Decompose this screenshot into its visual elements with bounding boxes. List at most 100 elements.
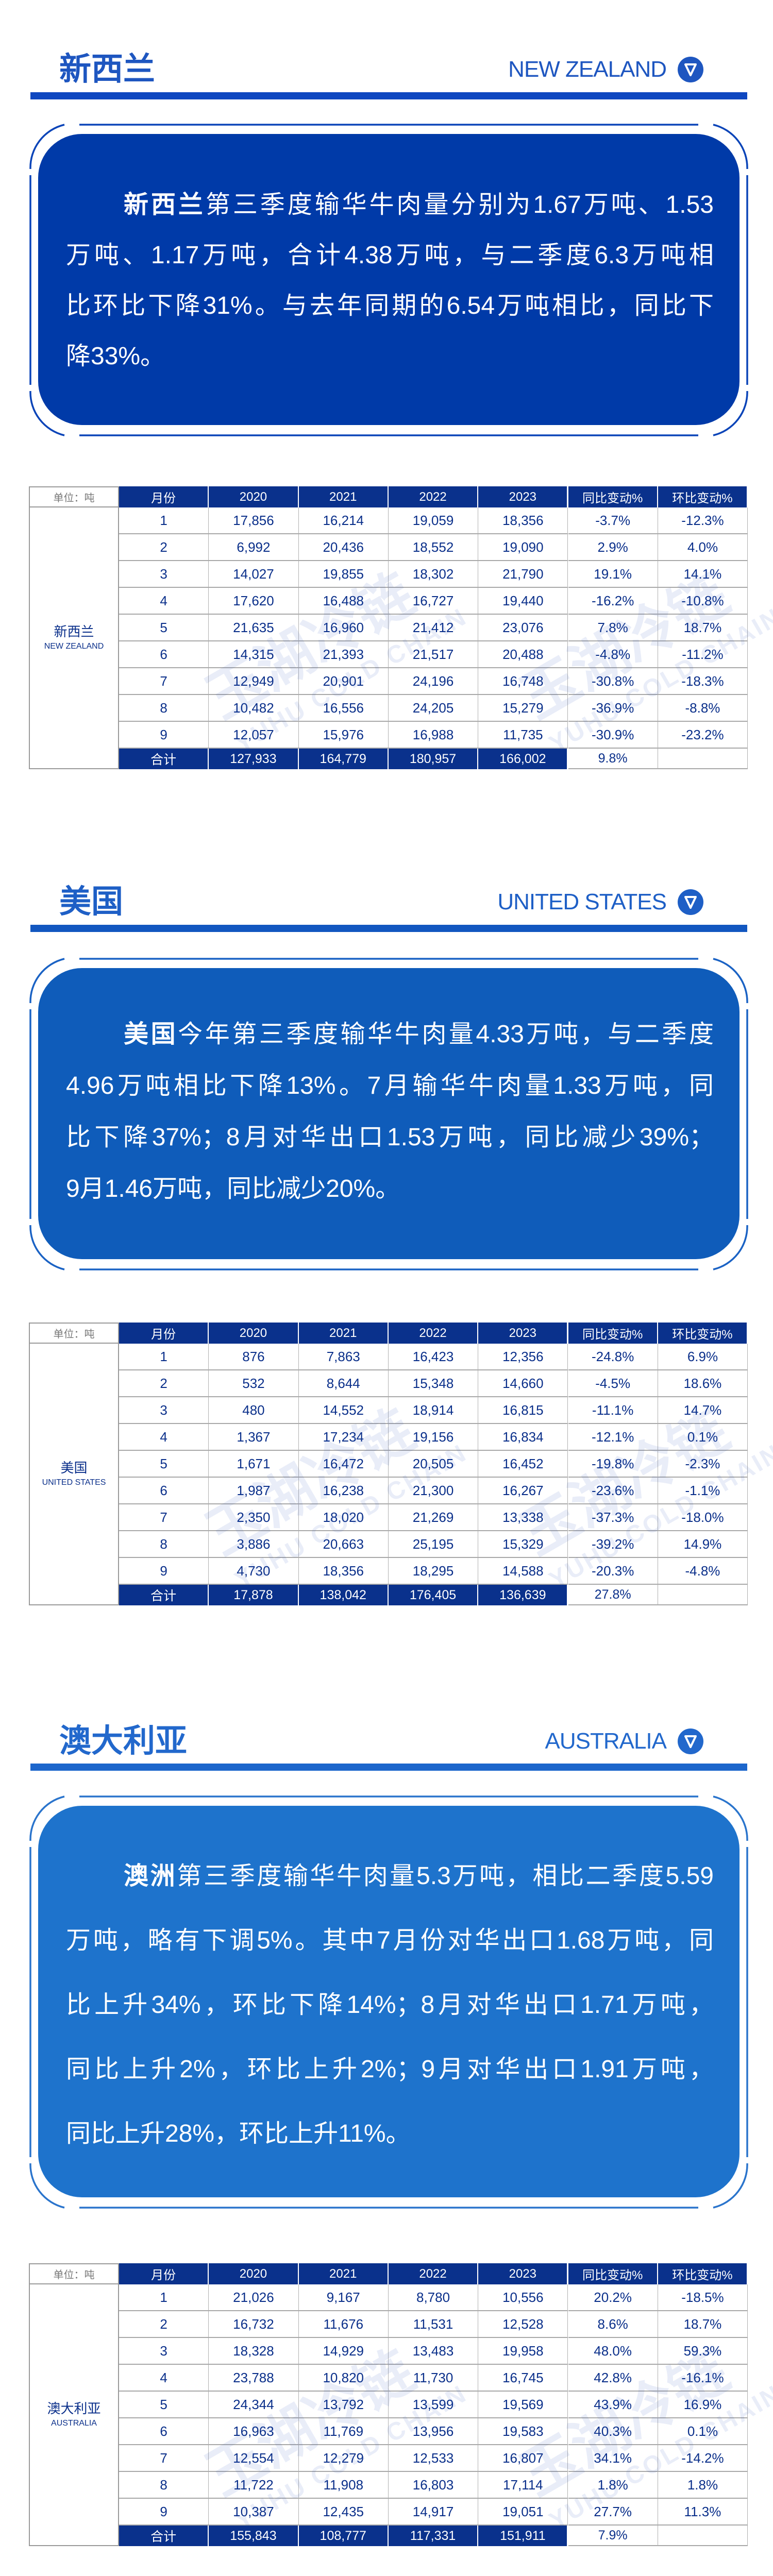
table-cell: 10,820 [298, 2365, 389, 2392]
table-cell: 12,356 [478, 1344, 568, 1370]
summary-line: 比环比下降31%。与去年同期的6.54万吨相比，同比下 [66, 281, 714, 331]
total-cell: 117,331 [388, 2526, 479, 2546]
table-cell: 16,732 [209, 2311, 299, 2338]
chevron-down-circle-icon [678, 57, 703, 82]
summary-text: 第三季度输华牛肉量分别为1.67万吨、1.53 [205, 191, 714, 218]
table-cell: 20,436 [298, 534, 389, 561]
table-cell: 12,554 [209, 2445, 299, 2472]
table-cell: 7 [119, 1504, 209, 1531]
column-header: 2023 [478, 2263, 568, 2284]
total-cell: 127,933 [209, 749, 299, 769]
table-cell: 15,329 [478, 1531, 568, 1558]
column-header: 月份 [119, 2263, 209, 2284]
table-cell: 4,730 [209, 1558, 299, 1585]
table-cell: 19,051 [478, 2499, 568, 2526]
table-cell: 21,393 [298, 641, 389, 668]
table-cell: 14,588 [478, 1558, 568, 1585]
table-cell: 6.9% [658, 1344, 748, 1370]
table-cell: 21,635 [209, 615, 299, 641]
table-cell: 17,234 [298, 1424, 389, 1451]
summary-text: 4.96万吨相比下降13%。7月输华牛肉量1.33万吨，同 [66, 1072, 714, 1099]
summary-box [38, 1806, 740, 2197]
table-cell: 19,569 [478, 2392, 568, 2418]
total-cell: 155,843 [209, 2526, 299, 2546]
table-cell: 16.9% [658, 2392, 748, 2418]
summary-text: 9月1.46万吨，同比减少20%。 [66, 1175, 400, 1202]
summary-line: 同比上升2%，环比上升2%；9月对华出口1.91万吨， [66, 2037, 714, 2102]
table-cell: -4.5% [568, 1370, 658, 1397]
summary-line: 澳洲第三季度输华牛肉量5.3万吨，相比二季度5.59 [66, 1844, 714, 1908]
table-cell: 16,745 [478, 2365, 568, 2392]
table-cell: 24,344 [209, 2392, 299, 2418]
section-divider [30, 92, 747, 99]
table-cell: 16,807 [478, 2445, 568, 2472]
table-cell: -20.3% [568, 1558, 658, 1585]
summary-lead: 新西兰 [124, 191, 206, 218]
table-cell: 20,663 [298, 1531, 389, 1558]
table-cell: 16,834 [478, 1424, 568, 1451]
table-cell: 8 [119, 1531, 209, 1558]
column-header: 2022 [388, 486, 479, 507]
table-cell: -16.1% [658, 2365, 748, 2392]
table-cell: 20,505 [388, 1451, 479, 1478]
summary-text: 比环比下降31%。与去年同期的6.54万吨相比，同比下 [66, 292, 714, 319]
table-cell: 21,300 [388, 1478, 479, 1504]
table-cell: 16,963 [209, 2418, 299, 2445]
table-cell: 18,328 [209, 2338, 299, 2365]
table-cell: 1,367 [209, 1424, 299, 1451]
table-cell: 11,735 [478, 722, 568, 749]
table-cell: -4.8% [658, 1558, 748, 1585]
table-cell: -11.2% [658, 641, 748, 668]
summary-line: 美国今年第三季度输华牛肉量4.33万吨，与二季度 [66, 1009, 714, 1060]
table-cell: 19,156 [388, 1424, 479, 1451]
table-cell: 12,279 [298, 2445, 389, 2472]
total-cell: 180,957 [388, 749, 479, 769]
country-label: 澳大利亚 AUSTRALIA [29, 2284, 119, 2546]
summary-line: 4.96万吨相比下降13%。7月输华牛肉量1.33万吨，同 [66, 1060, 714, 1112]
summary-lead: 美国 [124, 1021, 178, 1048]
table-cell: 13,338 [478, 1504, 568, 1531]
total-cell: 17,878 [209, 1585, 299, 1605]
table-cell: 11,730 [388, 2365, 479, 2392]
column-header: 2020 [209, 2263, 299, 2284]
country-name-cn: 澳大利亚 [47, 2401, 101, 2416]
table-cell: -18.0% [658, 1504, 748, 1531]
column-header: 2023 [478, 1323, 568, 1344]
table-cell: 14.1% [658, 561, 748, 588]
table-cell: 5 [119, 615, 209, 641]
total-cell: 136,639 [478, 1585, 568, 1605]
table-cell: 40.3% [568, 2418, 658, 2445]
table-cell: 7 [119, 2445, 209, 2472]
total-cell: 166,002 [478, 749, 568, 769]
table-cell: 11,769 [298, 2418, 389, 2445]
table-cell: 19,059 [388, 507, 479, 534]
table-cell: 6 [119, 2418, 209, 2445]
summary-paragraph: 新西兰第三季度输华牛肉量分别为1.67万吨、1.53 万吨、1.17万吨，合计4.… [66, 180, 714, 382]
column-header: 2021 [298, 2263, 389, 2284]
table-cell: 34.1% [568, 2445, 658, 2472]
table-cell: -18.5% [658, 2284, 748, 2311]
total-cell: 9.8% [568, 749, 658, 769]
table-cell: 18.6% [658, 1370, 748, 1397]
column-header: 同比变动% [568, 486, 658, 507]
table-cell: 42.8% [568, 2365, 658, 2392]
total-cell: 108,777 [298, 2526, 389, 2546]
table-cell: 16,238 [298, 1478, 389, 1504]
table-cell: 12,528 [478, 2311, 568, 2338]
table-cell: 3 [119, 2338, 209, 2365]
table-cell: 27.7% [568, 2499, 658, 2526]
table-cell: 19,855 [298, 561, 389, 588]
table-cell: -1.1% [658, 1478, 748, 1504]
table-cell: 8 [119, 2472, 209, 2499]
country-name-en: AUSTRALIA [51, 2419, 97, 2428]
table-cell: 24,205 [388, 695, 479, 722]
column-header: 2020 [209, 1323, 299, 1344]
summary-line: 9月1.46万吨，同比减少20%。 [66, 1163, 714, 1215]
summary-text: 万吨、1.17万吨，合计4.38万吨，与二季度6.3万吨相 [66, 242, 714, 269]
table-cell: 21,026 [209, 2284, 299, 2311]
section-english-title: AUSTRALIA [545, 1728, 667, 1754]
total-cell: 27.8% [568, 1585, 658, 1605]
table-cell: 11,722 [209, 2472, 299, 2499]
table-cell: 10,556 [478, 2284, 568, 2311]
table-cell: 1.8% [658, 2472, 748, 2499]
